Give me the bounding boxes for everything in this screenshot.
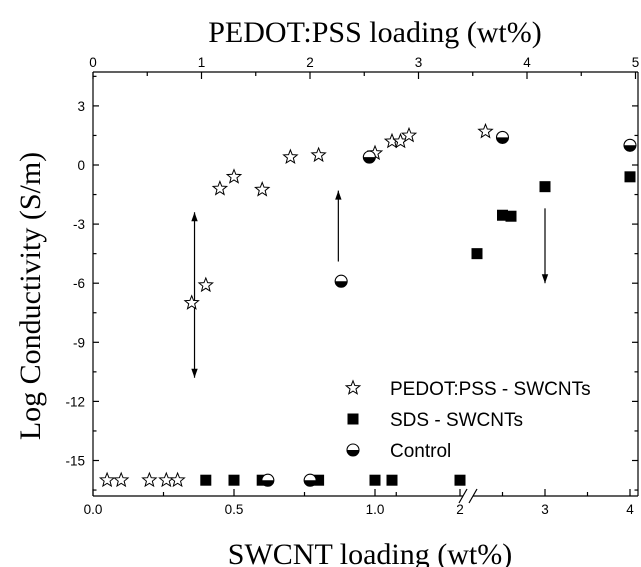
data-point-square <box>228 474 240 486</box>
data-point-star <box>158 471 175 488</box>
data-point-square <box>386 474 398 486</box>
data-point-star <box>225 168 243 184</box>
y-tick-label: -9 <box>73 335 85 350</box>
data-point-star <box>183 294 200 310</box>
x-tick-label: 1.0 <box>366 502 385 517</box>
legend-marker-half-circle <box>346 443 360 457</box>
arrow-head <box>191 368 198 378</box>
annotation-double-arrow <box>191 212 198 378</box>
x-tick-label: 3 <box>541 502 549 517</box>
axis-break-mark <box>468 488 478 504</box>
x-tick-label: 4 <box>626 502 634 517</box>
y-axis-title: Log Conductivity (S/m) <box>14 152 47 440</box>
x-tick-label: 0.5 <box>225 502 244 517</box>
x2-tick-label: 2 <box>306 55 314 70</box>
data-point-square <box>200 474 212 486</box>
data-point-star <box>113 471 130 488</box>
y-tick-label: 3 <box>77 99 85 114</box>
annotation-arrow-down <box>541 208 549 284</box>
legend-label: SDS - SWCNTs <box>390 410 523 431</box>
y-tick-label: -6 <box>73 276 85 291</box>
data-point-star <box>310 146 327 163</box>
data-point-star <box>141 471 158 488</box>
data-point-star <box>477 122 494 139</box>
y-tick-label: 0 <box>77 158 85 173</box>
x2-tick-label: 5 <box>632 55 640 70</box>
data-point-square <box>369 474 381 486</box>
y-tick-label: -15 <box>65 454 85 469</box>
x2-axis-title: PEDOT:PSS loading (wt%) <box>208 16 542 49</box>
legend-entry: SDS - SWCNTs <box>347 410 523 431</box>
data-point-square <box>539 181 551 193</box>
x-tick-label: 2 <box>456 502 464 517</box>
data-point-half-circle <box>495 130 510 144</box>
data-point-square <box>313 474 325 486</box>
data-point-star <box>98 471 116 488</box>
x-tick-label: 0.0 <box>84 502 103 517</box>
legend-label: PEDOT:PSS - SWCNTs <box>390 379 591 400</box>
data-point-star <box>169 471 186 488</box>
axis-break-mark <box>458 488 468 504</box>
legend-label: Control <box>390 441 451 462</box>
x2-tick-label: 3 <box>415 55 423 70</box>
data-point-half-circle <box>261 473 275 487</box>
data-point-star <box>197 276 214 293</box>
x-axis-title: SWCNT loading (wt%) <box>228 538 512 567</box>
legend-entry: PEDOT:PSS - SWCNTs <box>344 379 591 400</box>
data-point-half-circle <box>362 150 376 164</box>
arrow-head <box>191 212 198 222</box>
data-point-half-circle <box>303 473 317 487</box>
data-point-square <box>505 210 517 222</box>
data-point-square <box>471 248 483 260</box>
data-point-star <box>400 126 418 143</box>
x2-tick-label: 1 <box>198 55 206 70</box>
data-point-square <box>624 171 636 183</box>
data-point-half-circle <box>334 274 348 288</box>
legend-marker-square <box>347 413 359 425</box>
arrow-head <box>335 190 342 200</box>
legend-entry: Control <box>346 441 451 462</box>
y-tick-label: -3 <box>73 217 85 232</box>
data-point-star <box>254 181 271 197</box>
legend-marker-star <box>344 379 362 395</box>
data-point-star <box>282 148 299 165</box>
arrow-head <box>541 274 549 284</box>
x2-tick-label: 4 <box>523 55 531 70</box>
y-tick-label: -12 <box>65 394 85 409</box>
annotation-arrow-up <box>335 190 342 262</box>
data-point-star <box>211 180 229 196</box>
data-point-half-circle <box>623 138 637 152</box>
x2-tick-label: 0 <box>89 55 97 70</box>
data-point-square <box>497 209 508 221</box>
data-point-square <box>454 474 466 486</box>
